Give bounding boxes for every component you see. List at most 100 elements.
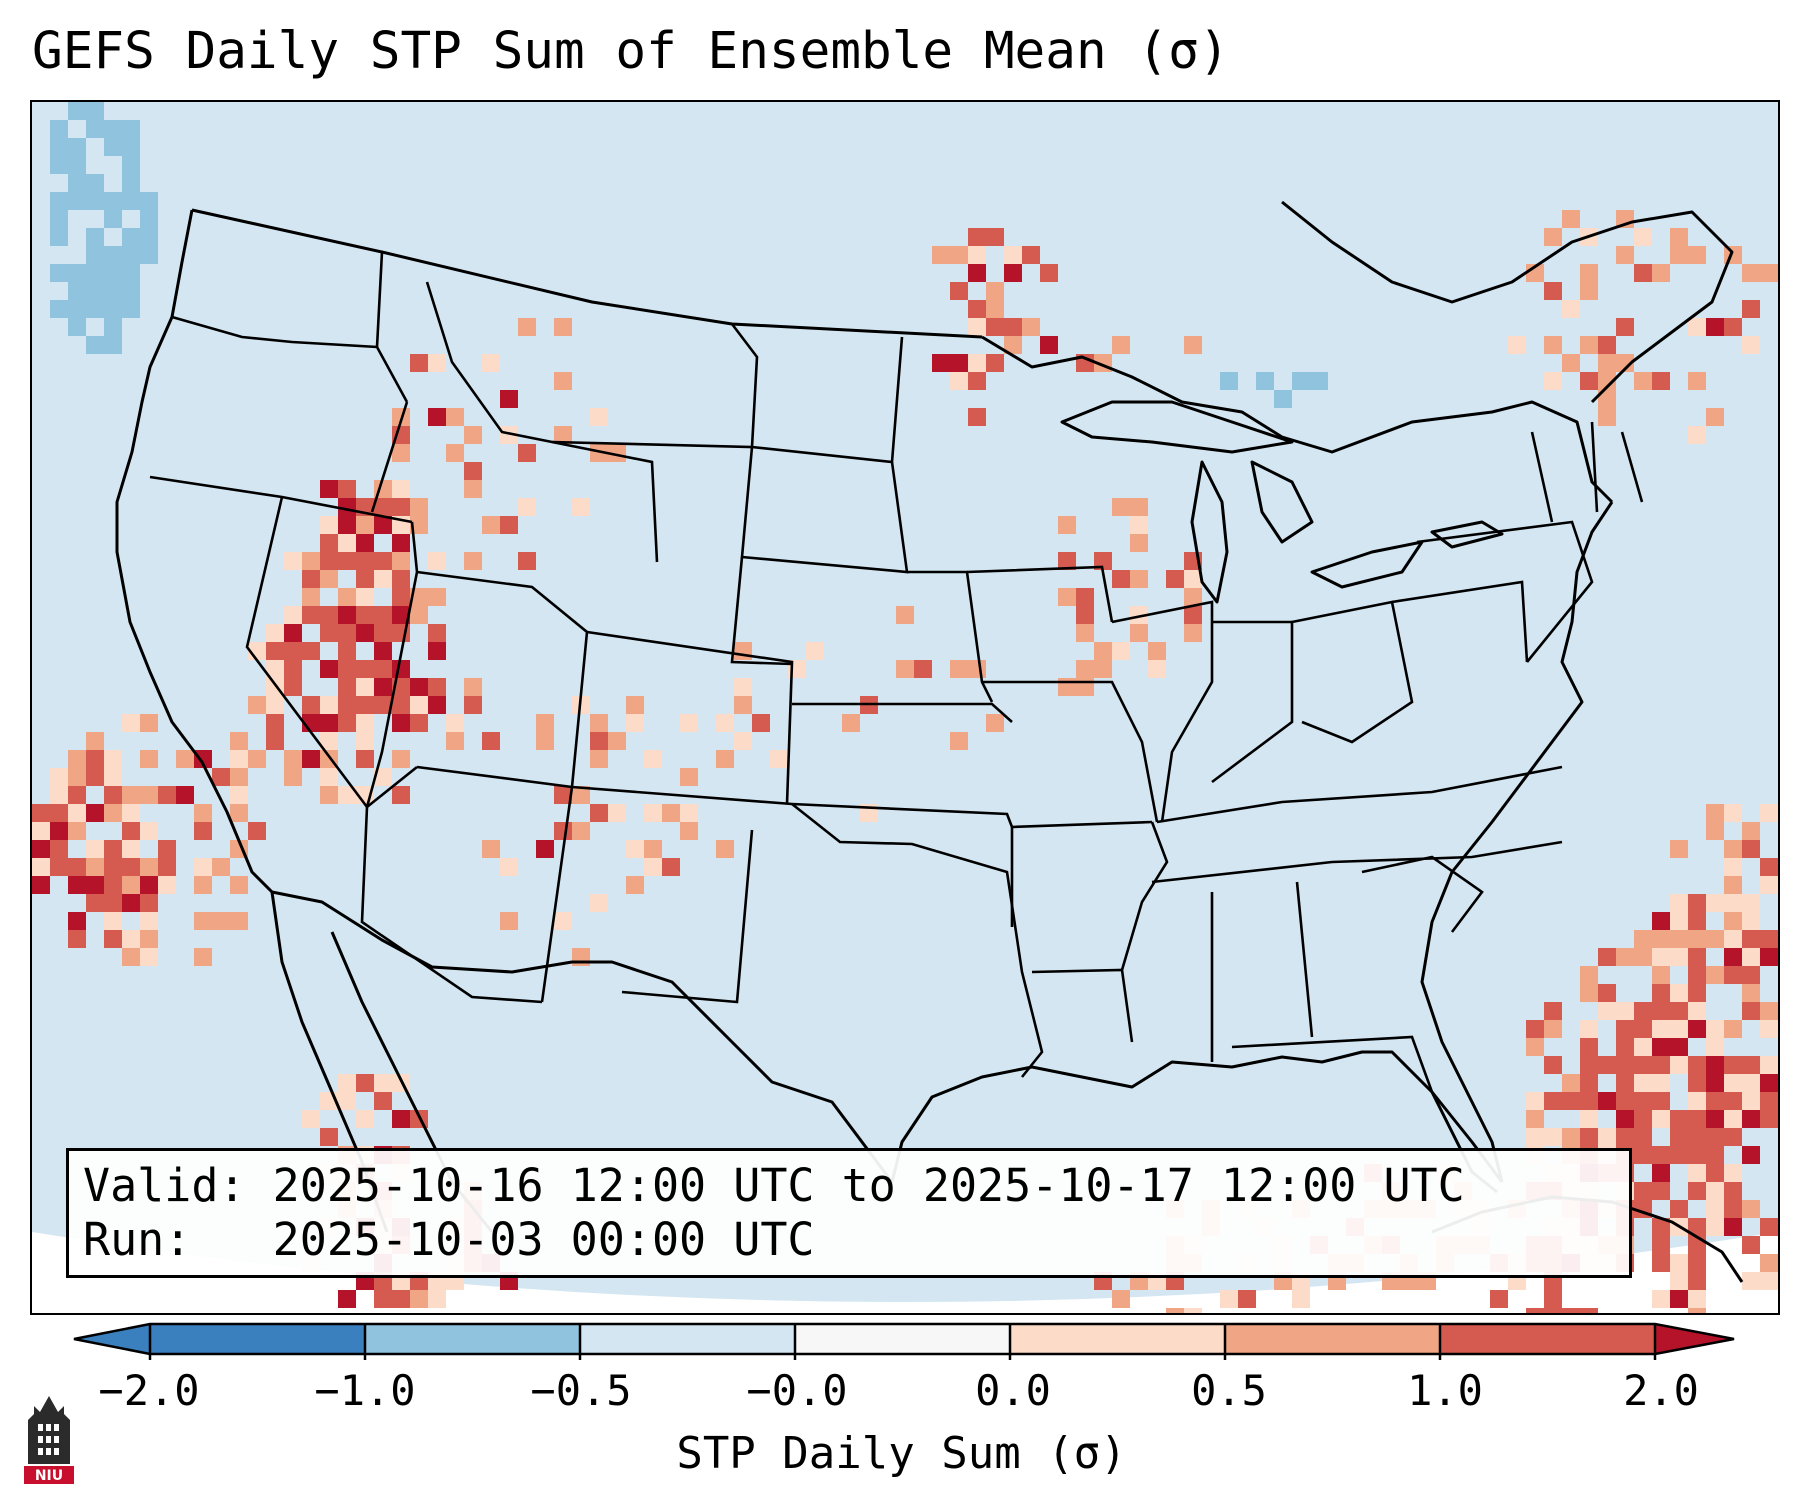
stp-cell [1616,1092,1634,1110]
stp-cell [1724,1182,1742,1200]
stp-cell [1166,1308,1184,1313]
stp-cell [140,894,158,912]
stp-cell [1706,1110,1724,1128]
stp-cell [374,696,392,714]
stp-cell [1760,858,1778,876]
stp-cell [68,768,86,786]
stp-cell [1652,1290,1670,1308]
stp-cell [104,300,122,318]
stp-cell [248,696,266,714]
stp-cell [1148,660,1166,678]
stp-cell [122,246,140,264]
stp-cell [1616,1056,1634,1074]
stp-cell [1760,948,1778,966]
stp-cell [374,642,392,660]
stp-cell [1094,642,1112,660]
stp-cell [770,750,788,768]
stp-cell [1598,390,1616,408]
stp-cell [266,732,284,750]
stp-cell [968,246,986,264]
stp-cell [1634,372,1652,390]
stp-cell [1652,912,1670,930]
stp-cell [1616,1002,1634,1020]
lake-michigan [1190,460,1229,604]
stp-cell [176,750,194,768]
stp-cell [68,174,86,192]
stp-cell [1616,246,1634,264]
stp-cell [1652,1146,1670,1164]
stp-cell [1724,1056,1742,1074]
stp-cell [86,264,104,282]
stp-cell [482,732,500,750]
stp-cell [1544,1290,1562,1308]
stp-cell [626,714,644,732]
stp-cell [1760,1092,1778,1110]
west-coastline [115,209,274,894]
stp-cell [1760,264,1778,282]
stp-cell [284,552,302,570]
stp-cell [1688,1092,1706,1110]
stp-cell [608,804,626,822]
stp-cell [140,822,158,840]
stp-cell [968,408,986,426]
great-lakes-border [981,335,1614,504]
lake-huron [1250,460,1314,544]
stp-cell [554,318,572,336]
stp-cell [734,696,752,714]
stp-cell [1112,498,1130,516]
stp-cell [320,786,338,804]
stp-cell [1760,930,1778,948]
stp-cell [1130,570,1148,588]
stp-cell [50,858,68,876]
stp-cell [140,912,158,930]
stp-cell [1724,912,1742,930]
stp-cell [194,750,212,768]
map-domain [32,102,1778,1302]
stp-cell [1004,246,1022,264]
stp-cell [104,894,122,912]
stp-cell [1760,876,1778,894]
stp-cell [212,768,230,786]
stp-cell [1688,948,1706,966]
stp-cell [1004,264,1022,282]
stp-cell [356,606,374,624]
stp-cell [464,678,482,696]
stp-cell [1562,1092,1580,1110]
stp-cell [950,354,968,372]
stp-cell [320,1128,338,1146]
stp-cell [518,552,536,570]
stp-cell [1706,1146,1724,1164]
stp-cell [464,552,482,570]
map-title: GEFS Daily STP Sum of Ensemble Mean (σ) [32,22,1230,81]
stp-cell [464,426,482,444]
stp-cell [122,264,140,282]
stp-cell [320,768,338,786]
stp-cell [950,660,968,678]
colorbar-segments [74,1324,1734,1354]
stp-cell [392,696,410,714]
lake-erie [1310,540,1424,589]
stp-cell [410,678,428,696]
stp-cell [1112,1290,1130,1308]
stp-cell [1184,1308,1202,1313]
stp-map [32,102,1778,1313]
stp-cell [338,552,356,570]
stp-cell [1670,1254,1688,1272]
stp-cell [320,732,338,750]
stp-cell [1742,912,1760,930]
stp-cell [194,804,212,822]
stp-cell [104,858,122,876]
stp-cell [428,678,446,696]
stp-cell [1652,966,1670,984]
stp-cell [1616,354,1634,372]
colorbar-segment [795,1324,1011,1354]
stp-cell [986,318,1004,336]
stp-cell [104,930,122,948]
stp-cell [410,516,428,534]
stp-cell [1616,1110,1634,1128]
stp-cell [500,390,518,408]
stp-cell [104,138,122,156]
stp-cell [86,732,104,750]
stp-cell [338,588,356,606]
stp-cell [140,948,158,966]
